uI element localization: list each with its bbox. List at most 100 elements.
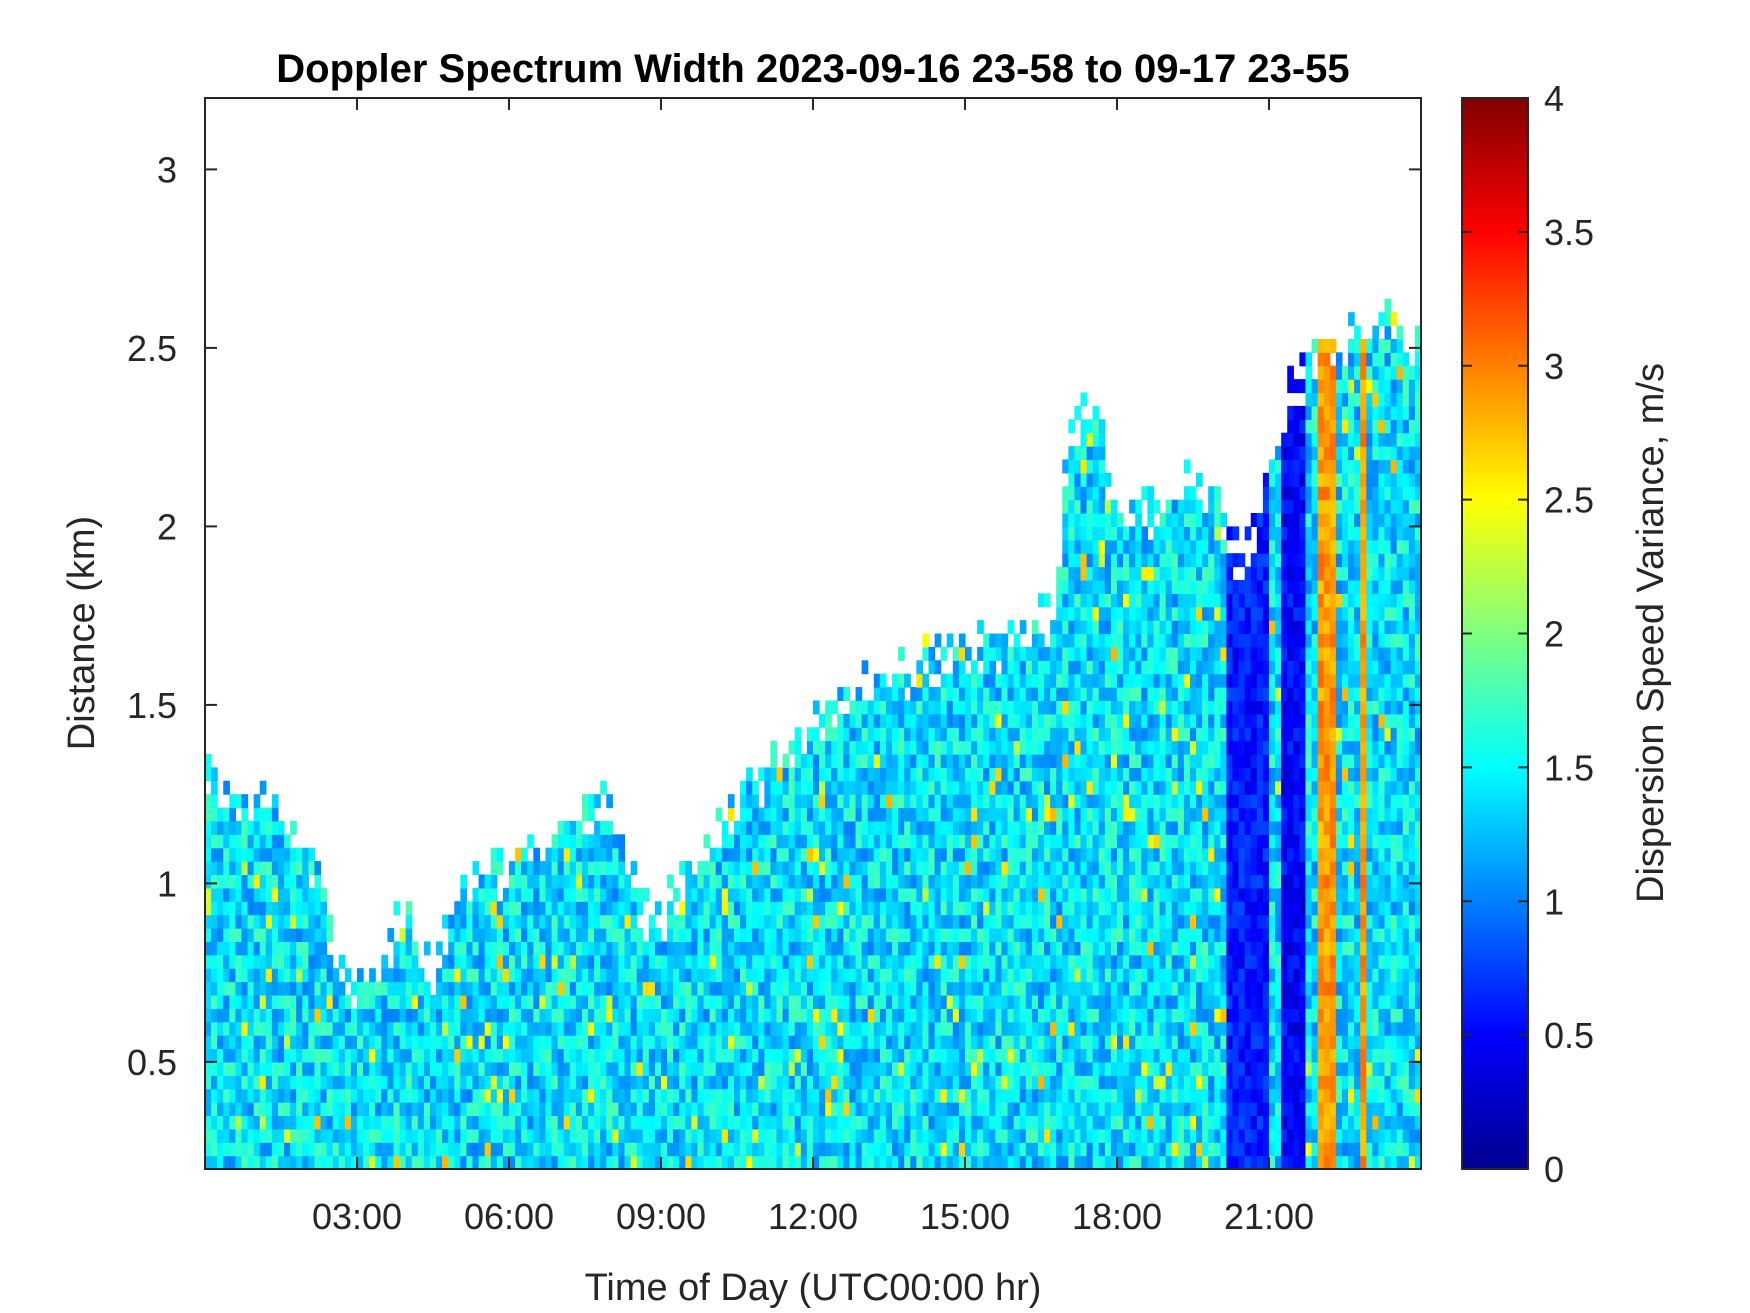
heatmap-cell (1086, 834, 1094, 849)
heatmap-cell (205, 1048, 212, 1063)
heatmap-cell (1117, 1021, 1124, 1036)
heatmap-cell (958, 1142, 966, 1157)
heatmap-cell (344, 1088, 352, 1103)
heatmap-cell (369, 994, 376, 1009)
heatmap-cell (217, 834, 224, 849)
heatmap-cell (740, 1142, 747, 1157)
heatmap-cell (1007, 861, 1015, 876)
heatmap-cell (837, 941, 844, 956)
heatmap-cell (794, 807, 802, 822)
heatmap-cell (1098, 1048, 1106, 1063)
heatmap-cell (1117, 579, 1124, 594)
heatmap-cell (217, 968, 224, 983)
heatmap-cell (606, 941, 613, 956)
heatmap-cell (1189, 994, 1197, 1009)
heatmap-cell (1147, 513, 1155, 527)
heatmap-cell (679, 954, 686, 969)
heatmap-cell (314, 1128, 322, 1143)
heatmap-cell (606, 914, 613, 929)
heatmap-cell (1050, 847, 1057, 862)
heatmap-cell (259, 1021, 267, 1036)
heatmap-cell (1159, 847, 1167, 862)
heatmap-cell (460, 901, 468, 916)
heatmap-cell (946, 954, 954, 969)
heatmap-cell (958, 820, 966, 835)
heatmap-cell (1098, 700, 1106, 715)
heatmap-cell (1104, 740, 1112, 755)
heatmap-cell (667, 1061, 674, 1076)
heatmap-cell (241, 1035, 249, 1050)
heatmap-cell (448, 1142, 455, 1157)
heatmap-cell (800, 981, 808, 996)
heatmap-cell (715, 901, 723, 916)
heatmap-cell (302, 861, 309, 876)
heatmap-cell (551, 1155, 559, 1169)
heatmap-cell (794, 901, 802, 916)
heatmap-cell (916, 713, 924, 728)
heatmap-cell (1025, 1128, 1033, 1143)
heatmap-cell (885, 780, 893, 795)
heatmap-cell (332, 994, 340, 1009)
heatmap-cell (1183, 513, 1191, 527)
heatmap-cell (1056, 1048, 1063, 1063)
heatmap-cell (484, 968, 492, 983)
heatmap-cell (1074, 780, 1082, 795)
heatmap-cell (1050, 1035, 1057, 1050)
heatmap-cell (837, 954, 844, 969)
heatmap-cell (800, 753, 808, 768)
heatmap-cell (533, 1115, 540, 1130)
heatmap-cell (715, 874, 723, 889)
heatmap-cell (1019, 673, 1027, 688)
heatmap-cell (654, 968, 662, 983)
heatmap-cell (965, 1061, 972, 1076)
heatmap-cell (1044, 593, 1051, 608)
heatmap-cell (940, 1035, 948, 1050)
heatmap-cell (1001, 1142, 1009, 1157)
heatmap-cell (885, 1035, 893, 1050)
heatmap-cell (782, 1088, 790, 1103)
heatmap-cell (782, 767, 790, 782)
heatmap-cell (928, 740, 936, 755)
heatmap-cell (733, 914, 741, 929)
heatmap-cell (977, 834, 984, 849)
heatmap-cell (934, 861, 942, 876)
heatmap-cell (1068, 753, 1076, 768)
heatmap-cell (265, 1102, 273, 1117)
heatmap-cell (472, 1061, 480, 1076)
heatmap-cell (1165, 539, 1173, 554)
heatmap-cell (1110, 794, 1118, 809)
heatmap-cell (1177, 513, 1185, 527)
heatmap-cell (1031, 874, 1039, 889)
heatmap-cell (849, 968, 857, 983)
heatmap-cell (1098, 727, 1106, 742)
heatmap-cell (1159, 1088, 1167, 1103)
heatmap-cell (460, 954, 468, 969)
heatmap-cell (624, 1008, 632, 1023)
heatmap-cell (843, 1088, 851, 1103)
heatmap-cell (770, 1061, 778, 1076)
heatmap-cell (867, 1155, 875, 1169)
heatmap-cell (1123, 700, 1130, 715)
heatmap-cell (539, 928, 547, 943)
heatmap-cell (1037, 901, 1045, 916)
heatmap-cell (971, 767, 978, 782)
heatmap-cell (1074, 941, 1082, 956)
heatmap-cell (588, 807, 595, 822)
heatmap-cell (454, 994, 461, 1009)
heatmap-cell (314, 968, 322, 983)
heatmap-cell (770, 820, 778, 835)
heatmap-cell (1117, 820, 1124, 835)
heatmap-cell (423, 941, 431, 956)
heatmap-cell (1159, 968, 1167, 983)
heatmap-cell (1086, 994, 1094, 1009)
heatmap-cell (776, 1128, 784, 1143)
heatmap-cell (271, 901, 279, 916)
heatmap-cell (1153, 834, 1161, 849)
heatmap-cell (1092, 1088, 1100, 1103)
heatmap-cell (837, 1155, 844, 1169)
heatmap-cell (928, 1008, 936, 1023)
heatmap-cell (320, 928, 328, 943)
heatmap-cell (557, 1021, 565, 1036)
heatmap-cell (600, 914, 607, 929)
heatmap-cell (326, 981, 334, 996)
